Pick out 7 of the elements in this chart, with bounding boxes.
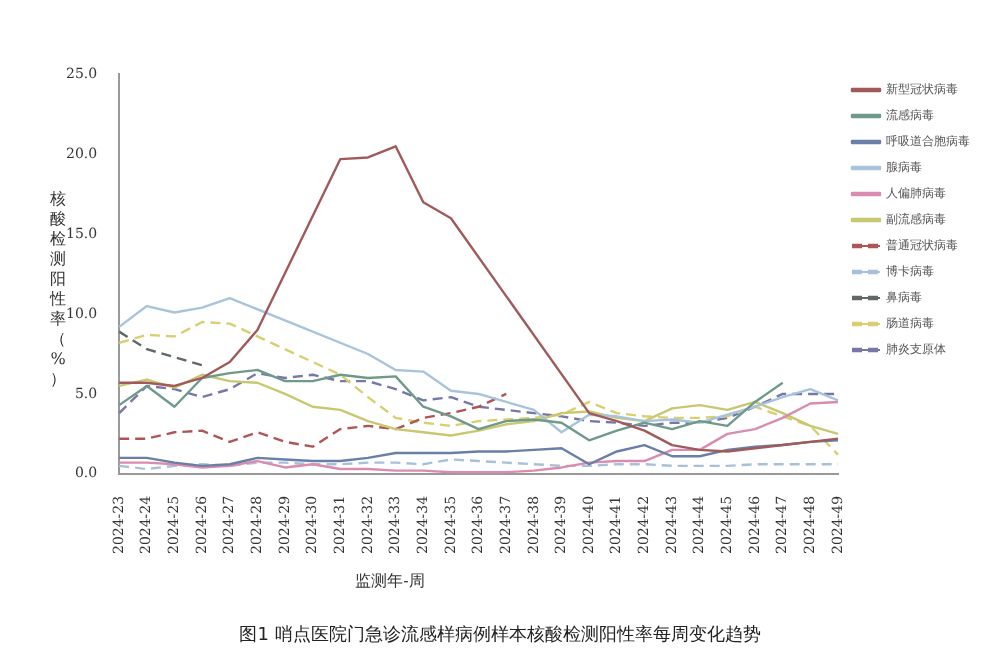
line-series [117,392,508,448]
line-series [117,330,204,367]
line-series [117,320,840,456]
x-axis-title: 监测年-周 [353,570,427,592]
caption: 图1 哨点医院门急诊流感样病例样本核酸检测阳性率每周变化趋势 [237,623,763,648]
text: 核酸检测阳性率（%） [50,190,66,388]
line-series [117,371,840,428]
